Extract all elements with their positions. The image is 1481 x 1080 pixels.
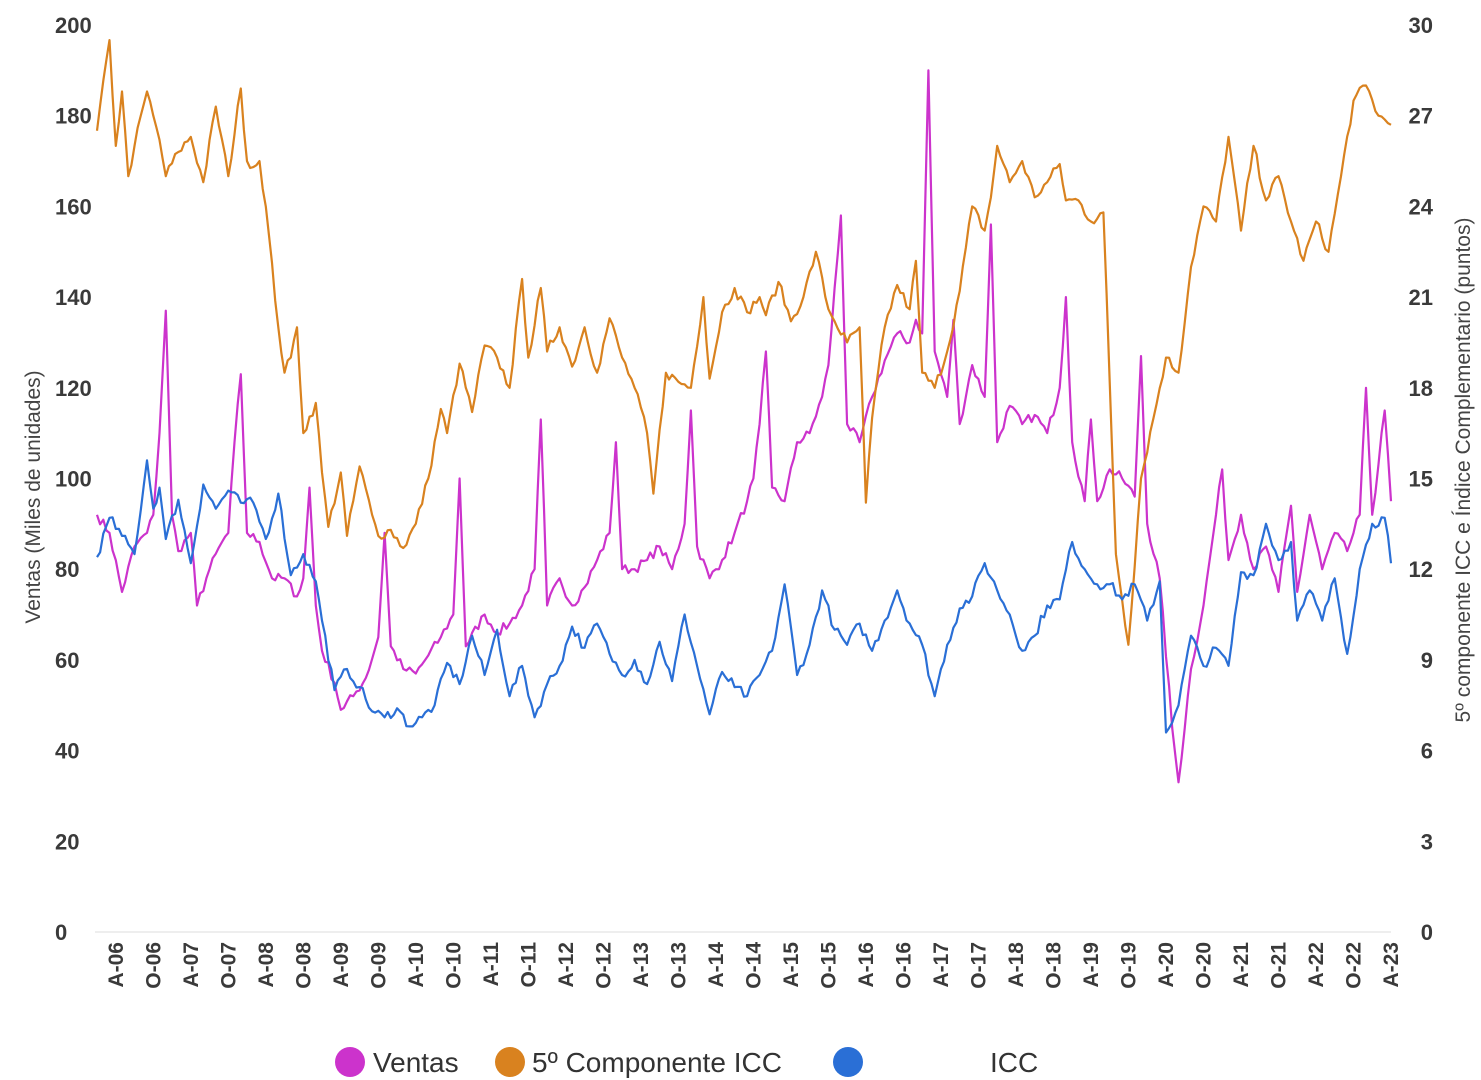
x-tick-label: O-14: [742, 942, 765, 989]
right-tick-label: 24: [1409, 194, 1434, 219]
right-tick-label: 0: [1421, 920, 1433, 945]
x-tick-label: A-21: [1230, 942, 1253, 988]
x-tick-label: O-22: [1343, 942, 1366, 989]
x-tick-label: A-22: [1305, 942, 1328, 988]
legend-item-icc: ICC: [833, 1047, 1038, 1078]
x-tick-label: A-09: [330, 942, 353, 988]
x-tick-label: O-16: [892, 942, 915, 989]
series-line-5-componente-icc: [95, 39, 1392, 646]
left-tick-label: 60: [55, 648, 79, 673]
legend-swatch-5-componente-icc: [495, 1047, 525, 1077]
plot-area: [95, 39, 1393, 784]
right-axis: 0 3 6 9 12 15 18 21 24 27 30: [1409, 13, 1434, 945]
x-tick-label: A-06: [105, 942, 128, 988]
x-tick-label: O-07: [217, 942, 240, 989]
x-axis: A-06 O-06 A-07 O-07 A-08 O-08 A-09 O-09 A-10 O-10…: [105, 942, 1403, 989]
x-tick-label: A-15: [780, 942, 803, 988]
x-tick-label: O-20: [1193, 942, 1216, 989]
left-tick-label: 20: [55, 829, 79, 854]
x-tick-label: O-10: [442, 942, 465, 989]
x-tick-label: O-08: [292, 942, 315, 989]
left-tick-label: 200: [55, 13, 92, 38]
x-tick-label: O-06: [142, 942, 165, 989]
left-tick-label: 100: [55, 467, 92, 492]
left-tick-label: 80: [55, 557, 79, 582]
x-tick-label: A-20: [1155, 942, 1178, 988]
x-tick-label: A-10: [405, 942, 428, 988]
x-tick-label: O-13: [667, 942, 690, 989]
x-tick-label: O-18: [1042, 942, 1065, 989]
x-tick-label: A-11: [480, 942, 503, 987]
legend: Ventas 5º Componente ICC ICC: [335, 1047, 1038, 1078]
right-tick-label: 18: [1409, 376, 1433, 401]
left-tick-label: 0: [55, 920, 67, 945]
x-tick-label: O-11: [517, 942, 540, 988]
x-tick-label: O-17: [967, 942, 990, 989]
x-tick-label: A-23: [1380, 942, 1403, 988]
right-tick-label: 30: [1409, 13, 1433, 38]
left-tick-label: 140: [55, 285, 92, 310]
left-tick-label: 120: [55, 376, 92, 401]
left-tick-label: 160: [55, 194, 92, 219]
right-tick-label: 6: [1421, 739, 1433, 764]
legend-label-5-componente-icc: 5º Componente ICC: [532, 1047, 782, 1078]
right-axis-title: 5º componente ICC e Índice Complementari…: [1452, 218, 1475, 723]
x-tick-label: O-12: [592, 942, 615, 989]
right-tick-label: 27: [1409, 104, 1433, 129]
x-tick-label: O-09: [367, 942, 390, 989]
x-tick-label: A-14: [705, 942, 728, 988]
left-axis-title: Ventas (Miles de unidades): [22, 370, 45, 623]
left-axis: 0 20 40 60 80 100 120 140 160 180 200: [55, 13, 92, 945]
x-tick-label: A-12: [555, 942, 578, 988]
left-tick-label: 180: [55, 104, 92, 129]
x-tick-label: A-19: [1080, 942, 1103, 988]
x-tick-label: O-19: [1117, 942, 1140, 989]
right-tick-label: 12: [1409, 557, 1433, 582]
legend-label-icc: ICC: [990, 1047, 1038, 1078]
x-tick-label: A-08: [255, 942, 278, 988]
x-tick-label: A-07: [180, 942, 203, 988]
x-tick-label: O-15: [817, 942, 840, 989]
legend-swatch-icc: [833, 1047, 863, 1077]
x-tick-label: A-16: [855, 942, 878, 988]
x-tick-label: A-13: [630, 942, 653, 988]
legend-swatch-ventas: [335, 1047, 365, 1077]
x-tick-label: A-17: [930, 942, 953, 988]
x-tick-label: A-18: [1005, 942, 1028, 988]
x-tick-label: O-21: [1268, 942, 1291, 989]
right-tick-label: 21: [1409, 285, 1433, 310]
right-tick-label: 3: [1421, 829, 1433, 854]
series-line-icc: [96, 459, 1393, 734]
legend-item-ventas: Ventas: [335, 1047, 459, 1078]
series-line-ventas: [95, 69, 1393, 784]
right-tick-label: 9: [1421, 648, 1433, 673]
legend-item-5-componente-icc: 5º Componente ICC: [495, 1047, 782, 1078]
left-tick-label: 40: [55, 739, 79, 764]
right-tick-label: 15: [1409, 467, 1433, 492]
legend-label-ventas: Ventas: [373, 1047, 459, 1078]
